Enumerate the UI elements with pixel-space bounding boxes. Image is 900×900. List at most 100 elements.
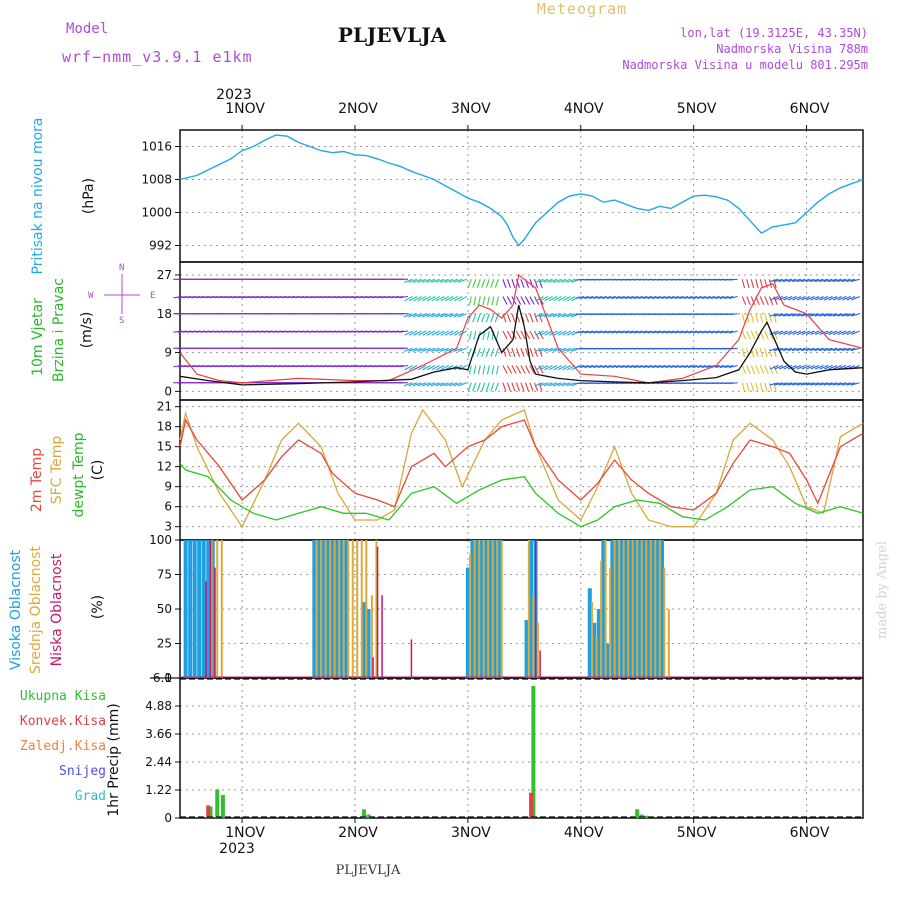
wind-arrow bbox=[805, 364, 815, 370]
ytick-label: 18 bbox=[157, 420, 172, 434]
wind-arrow bbox=[524, 382, 530, 392]
wind-arrow bbox=[490, 279, 495, 288]
wind-arrow bbox=[778, 382, 788, 386]
wind-arrow bbox=[482, 365, 486, 375]
wind-arrow bbox=[529, 330, 535, 340]
wind-arrow bbox=[810, 295, 820, 301]
wind-arrow bbox=[783, 313, 793, 317]
wind-arrow bbox=[833, 364, 842, 370]
wind-arrow bbox=[491, 296, 495, 306]
wind-arrow bbox=[534, 347, 544, 352]
wind-arrow bbox=[458, 278, 467, 283]
wind-arrow bbox=[322, 295, 332, 299]
wind-arrow bbox=[431, 296, 440, 302]
wind-arrow bbox=[706, 330, 716, 334]
wind-arrow bbox=[823, 347, 833, 352]
wind-arrow bbox=[241, 295, 251, 299]
wind-arrow bbox=[778, 364, 788, 370]
wind-arrow bbox=[741, 279, 746, 289]
wind-arrow bbox=[506, 348, 511, 357]
wind-arrow bbox=[557, 296, 567, 302]
wind-arrow bbox=[837, 313, 847, 317]
wind-arrow bbox=[394, 330, 404, 333]
wind-arrow bbox=[697, 330, 707, 334]
cloud-bar bbox=[500, 540, 503, 678]
wind-arrow bbox=[524, 296, 531, 305]
precip-bar bbox=[208, 806, 213, 818]
wind-arrow bbox=[656, 364, 666, 369]
precip-bar bbox=[635, 809, 640, 818]
wind-arrow bbox=[417, 382, 427, 387]
cloud-bar bbox=[315, 540, 318, 678]
wind-arrow bbox=[431, 278, 440, 283]
wind-arrow bbox=[449, 296, 458, 302]
wind-arrow bbox=[633, 330, 643, 334]
wind-arrow bbox=[652, 295, 662, 300]
wind-arrow bbox=[421, 278, 431, 283]
wind-arrow bbox=[458, 382, 467, 387]
wind-arrow bbox=[701, 330, 711, 334]
compass-west: W bbox=[88, 291, 94, 301]
wind-arrow bbox=[358, 295, 368, 299]
wind-arrow bbox=[539, 330, 549, 336]
wind-arrow bbox=[535, 365, 544, 371]
wind-arrow bbox=[481, 382, 486, 392]
wind-arrow bbox=[250, 364, 260, 368]
wind-arrow bbox=[661, 295, 671, 300]
wind-arrow bbox=[611, 364, 621, 369]
ytick-label: 3 bbox=[164, 520, 172, 534]
wind-arrow bbox=[476, 279, 481, 288]
wind-arrow bbox=[511, 313, 516, 323]
cloud-bar bbox=[645, 540, 648, 678]
station-altitude: Nadmorska Visina 788m bbox=[716, 42, 868, 56]
wind-arrow bbox=[390, 295, 400, 299]
wind-arrow bbox=[597, 295, 607, 300]
wind-arrow bbox=[741, 296, 747, 305]
wind-arrow bbox=[719, 295, 729, 300]
cloud-bar bbox=[618, 540, 621, 678]
wind-arrow bbox=[506, 279, 511, 288]
wind-arrow bbox=[764, 348, 768, 358]
compass-east: E bbox=[150, 291, 155, 301]
wind-arrow bbox=[741, 382, 746, 392]
cloud-bar bbox=[338, 540, 341, 678]
wind-arrow bbox=[759, 279, 764, 289]
wind-arrow bbox=[380, 364, 391, 368]
cloud-bar bbox=[347, 540, 350, 678]
wind-arrow bbox=[408, 365, 418, 371]
wind-arrow bbox=[828, 313, 838, 317]
wind-arrow bbox=[421, 382, 431, 387]
wind-arrow bbox=[486, 365, 490, 375]
wind-arrow bbox=[810, 347, 820, 352]
wind-arrow bbox=[268, 330, 278, 333]
wind-arrow bbox=[272, 330, 282, 333]
wind-arrows bbox=[173, 278, 860, 392]
precip-bar bbox=[366, 814, 371, 818]
wind-arrow bbox=[502, 313, 507, 323]
wind-arrow bbox=[769, 295, 779, 301]
cloud-bar bbox=[375, 540, 378, 678]
wind-arrow bbox=[431, 382, 440, 387]
cloud-bar bbox=[646, 540, 651, 678]
wind-arrow bbox=[674, 364, 684, 369]
wind-arrow bbox=[254, 330, 264, 333]
wind-arrow bbox=[824, 364, 833, 370]
wind-arrow bbox=[335, 295, 345, 299]
wind-arrow bbox=[850, 382, 860, 386]
top-tick-label: 3NOV bbox=[451, 101, 491, 117]
wind-arrow bbox=[579, 364, 589, 369]
wind-arrow bbox=[440, 365, 449, 371]
wind-arrow bbox=[467, 348, 472, 357]
wind-arrow bbox=[792, 278, 802, 283]
wind-arrow bbox=[231, 330, 242, 333]
wind-arrow bbox=[281, 364, 291, 368]
panel-temperature: 3 6 9 12 15 18 21 bbox=[157, 399, 864, 541]
wind-arrow bbox=[539, 296, 549, 302]
wind-arrow bbox=[805, 347, 815, 352]
wind-arrow bbox=[322, 364, 332, 368]
wind-arrow bbox=[177, 330, 187, 333]
precip-legend-item: Ukupna Kisa bbox=[20, 689, 106, 704]
wind-arrow bbox=[787, 347, 797, 352]
cloud-bar bbox=[619, 540, 624, 678]
wind-arrow bbox=[259, 364, 269, 368]
